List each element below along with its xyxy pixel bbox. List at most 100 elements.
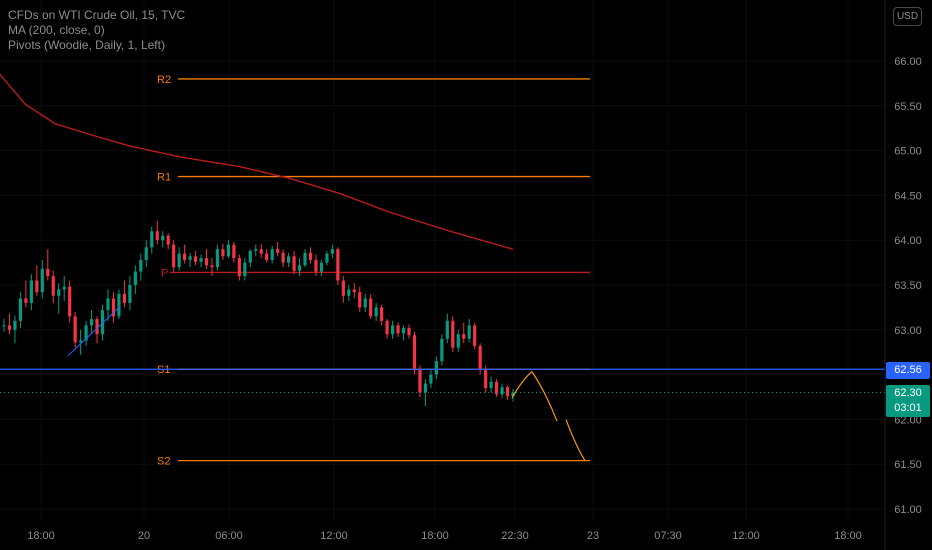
candle-body (62, 286, 66, 290)
candle (68, 280, 72, 323)
candle (407, 324, 411, 339)
time-axis[interactable]: 18:00 20 06:00 12:00 18:00 22:30 23 07:30 12:00 1… (27, 530, 862, 542)
currency-button[interactable]: USD (893, 7, 922, 26)
candle-body (155, 231, 159, 241)
candle (89, 310, 94, 335)
bar-countdown: 03:01 (894, 402, 922, 414)
candle (308, 247, 313, 264)
candle (111, 292, 116, 323)
pivot-label-s1: S1 (157, 364, 170, 376)
candle-body (308, 252, 313, 260)
candle (144, 240, 148, 268)
candle (161, 231, 165, 248)
candle (445, 313, 449, 344)
candle (150, 226, 154, 254)
candle (303, 249, 307, 268)
candle (95, 316, 99, 344)
chart-legend: CFDs on WTI Crude Oil, 15, TVC MA (200, … (8, 8, 185, 53)
candle-body (199, 258, 203, 262)
candle-body (265, 253, 269, 260)
candle (62, 276, 66, 302)
candle-body (111, 298, 116, 317)
candle (412, 331, 417, 375)
candle (297, 258, 302, 277)
candle-body (292, 256, 296, 271)
candle-body (248, 250, 252, 263)
candle (418, 365, 422, 397)
candle-body (396, 325, 400, 334)
candle-body (57, 289, 61, 296)
candle (456, 329, 460, 353)
x-tick-label: 12:00 (320, 530, 348, 542)
candle (2, 319, 6, 332)
candle-body (122, 293, 127, 303)
candle-body (2, 325, 6, 327)
candle-body (172, 244, 176, 268)
x-tick-label: 18:00 (834, 530, 862, 542)
pivot-label-s2: S2 (157, 456, 170, 468)
trendline-drawing[interactable] (67, 306, 121, 357)
candle (51, 270, 55, 303)
x-tick-label: 18:00 (27, 530, 55, 542)
candle-body (133, 271, 137, 285)
candle (24, 280, 28, 308)
ma-indicator-label[interactable]: MA (200, close, 0) (8, 23, 105, 37)
pivot-levels: R2 R1 P S1 S2 (157, 74, 590, 468)
candle (374, 302, 378, 321)
candle-body (46, 268, 50, 277)
candle-body (484, 370, 488, 389)
candle-body (193, 256, 198, 262)
candle (265, 249, 269, 263)
candle-body (330, 249, 334, 254)
candle-body (40, 268, 44, 293)
candle-body (511, 392, 515, 397)
last-price-value: 62.30 (894, 387, 922, 399)
candle-body (434, 361, 438, 375)
y-tick-label: 65.00 (894, 146, 922, 158)
candle (183, 244, 187, 264)
candle (84, 320, 88, 346)
candle (276, 241, 280, 257)
candle-body (177, 253, 181, 268)
candle (221, 243, 225, 260)
candle (314, 254, 318, 277)
projection-path[interactable] (511, 371, 586, 461)
candle-body (385, 320, 389, 335)
candle (117, 289, 121, 320)
candle-body (500, 387, 504, 395)
candle (325, 250, 329, 266)
y-tick-label: 64.00 (894, 235, 922, 247)
candle-body (95, 319, 99, 335)
candle (401, 325, 406, 341)
y-tick-label: 61.00 (894, 504, 922, 516)
moving-average (0, 73, 514, 250)
candle (13, 315, 17, 344)
candle-body (358, 292, 362, 308)
candle-body (281, 252, 285, 263)
candle-body (473, 325, 477, 346)
candle (319, 259, 324, 277)
candle (484, 365, 488, 393)
candle-body (440, 338, 444, 362)
candle (172, 240, 176, 272)
symbol-title[interactable]: CFDs on WTI Crude Oil, 15, TVC (8, 8, 186, 22)
pivots-indicator-label[interactable]: Pivots (Woodie, Daily, 1, Left) (8, 38, 165, 52)
drawings[interactable] (0, 306, 885, 461)
candle-body (215, 249, 220, 268)
candle-body (380, 307, 384, 321)
candle (40, 259, 44, 299)
candle (254, 244, 258, 257)
candle (177, 247, 181, 271)
candle (226, 240, 230, 259)
candle-body (467, 325, 471, 339)
candle (29, 274, 33, 311)
candle (237, 254, 241, 281)
candle-body (18, 298, 23, 321)
candle-body (221, 249, 225, 257)
price-axis[interactable]: 61.0061.5062.0062.5063.0063.5064.0064.50… (894, 56, 922, 516)
candle (352, 283, 356, 299)
candle (380, 304, 384, 326)
candle-body (117, 293, 121, 317)
y-tick-label: 63.00 (894, 325, 922, 337)
